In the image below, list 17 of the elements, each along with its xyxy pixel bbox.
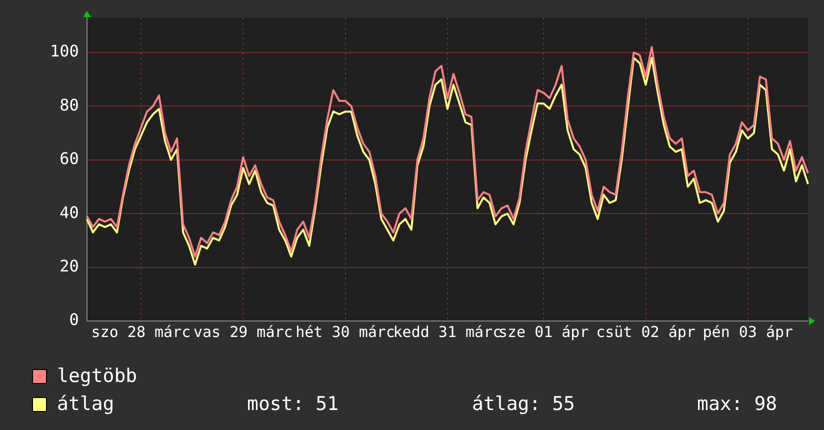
y-tick-label: 100 bbox=[50, 42, 79, 61]
y-tick-label: 40 bbox=[60, 202, 79, 222]
x-tick-label: kedd 31 márc bbox=[393, 322, 502, 341]
text: max: 98 bbox=[697, 392, 778, 417]
x-tick-label: csüt 02 ápr bbox=[596, 322, 696, 341]
legend-label: legtöbb bbox=[57, 364, 138, 389]
text: most: 51 bbox=[247, 392, 340, 417]
legend-label: átlag bbox=[57, 392, 116, 417]
x-tick-label: vas 29 márc bbox=[193, 322, 293, 341]
y-tick-label: 80 bbox=[60, 95, 79, 114]
x-tick-label: hét 30 márc bbox=[296, 322, 395, 341]
x-tick-label: szo 28 márc bbox=[91, 322, 191, 341]
text: átlag: 55 bbox=[472, 392, 576, 417]
x-tick-label: pén 03 ápr bbox=[702, 322, 794, 341]
y-tick-label: 20 bbox=[60, 256, 79, 276]
y-tick-label: 0 bbox=[69, 310, 79, 330]
y-tick-label: 60 bbox=[60, 149, 79, 168]
